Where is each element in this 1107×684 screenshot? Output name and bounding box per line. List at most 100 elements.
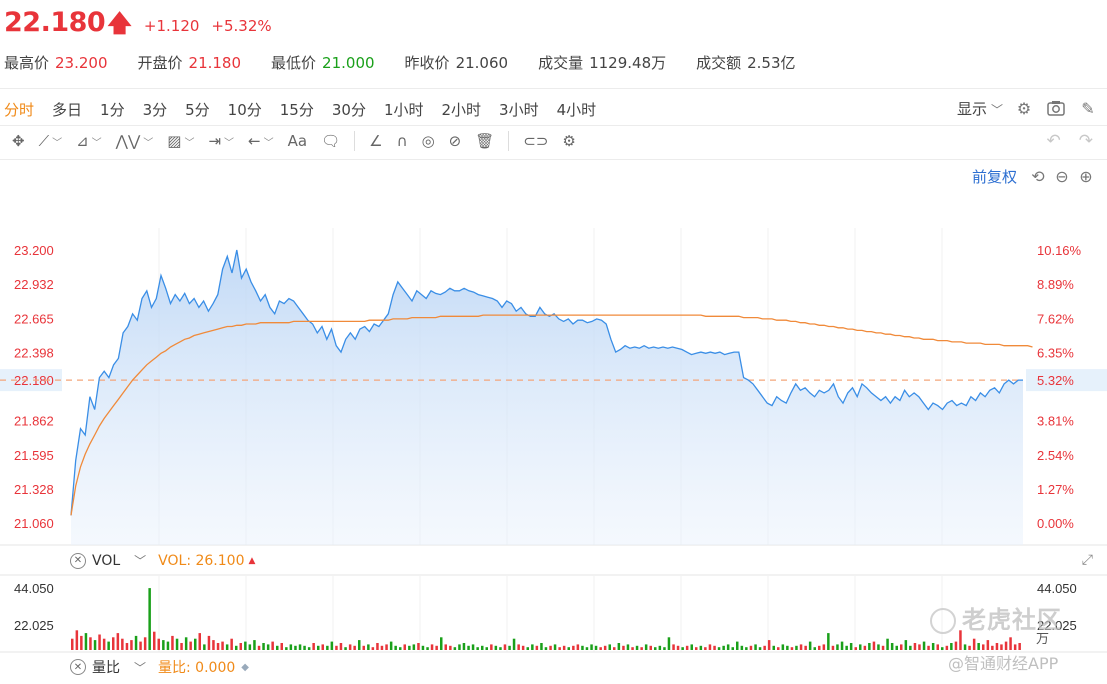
volume-bar [749, 645, 753, 650]
arrow-tool-icon[interactable]: ← ﹀ [248, 132, 274, 150]
undo-icon[interactable]: ↶ [1046, 131, 1061, 151]
close-icon[interactable]: ✕ [70, 659, 86, 675]
tab-period-1[interactable]: 多日 [52, 101, 83, 119]
reset-icon[interactable]: ⟲ [1031, 166, 1045, 186]
volume-bar [1000, 644, 1003, 650]
expand-icon[interactable]: ⤢ [1081, 552, 1093, 568]
close-icon[interactable]: ✕ [70, 552, 86, 569]
fib-tool-icon[interactable]: ▨ ﹀ [167, 132, 195, 150]
pencil-icon[interactable]: ✎ [1081, 98, 1095, 118]
display-dropdown[interactable]: 显示 ﹀ [947, 98, 1003, 119]
volume-bar [512, 638, 516, 650]
volume-bar [93, 640, 97, 650]
pct-axis-label: 1.27% [1037, 482, 1074, 497]
volume-bar [986, 640, 990, 650]
measure-tool-icon[interactable]: ⇥ ﹀ [208, 132, 235, 150]
volume-bar [503, 644, 507, 650]
tab-period-11[interactable]: 4小时 [556, 101, 597, 119]
volume-bar [676, 645, 680, 650]
volume-bar [1013, 644, 1017, 650]
tab-period-0[interactable]: 分时 [4, 101, 35, 119]
trash-icon[interactable]: 🗑 [475, 132, 495, 150]
volume-bar [631, 647, 634, 650]
zoom-out-icon[interactable]: ⊖ [1055, 166, 1069, 186]
volume-bar [330, 641, 334, 650]
volume-bar [799, 644, 803, 650]
period-tabs: 分时 多日 1分 3分 5分 10分 15分 30分 1小时 2小时 3小时 4小时 [4, 99, 614, 120]
comment-tool-icon[interactable]: 🗨 [321, 132, 341, 150]
settings-icon[interactable]: ⚙ [1016, 98, 1032, 118]
volume-bar [271, 641, 274, 650]
stat-label: 昨收价 [404, 54, 450, 72]
volume-bar [954, 641, 958, 650]
tab-period-10[interactable]: 3小时 [499, 101, 539, 119]
text-tool-icon[interactable]: Aa [287, 132, 308, 150]
eye-icon[interactable]: ◎ [421, 132, 435, 150]
wave-tool-icon[interactable]: ⋀⋁ ﹀ [115, 132, 154, 150]
move-tool-icon[interactable]: ✥ [12, 132, 25, 150]
redo-icon[interactable]: ↷ [1078, 131, 1093, 151]
volume-bar [125, 643, 129, 650]
tab-period-9[interactable]: 2小时 [441, 101, 482, 119]
link-icon[interactable]: ⊂⊃ [523, 132, 549, 150]
undo-redo: ↶ ↷ [1029, 131, 1094, 151]
volume-bar [736, 641, 739, 650]
hide-icon[interactable]: ⊘ [448, 132, 462, 150]
volume-bar [594, 645, 598, 650]
volume-bar [71, 638, 74, 650]
tab-period-5[interactable]: 10分 [227, 101, 262, 119]
volume-bar [225, 644, 229, 650]
volume-bar [763, 645, 766, 650]
last-price: 22.180 [4, 7, 106, 38]
volume-bar [827, 633, 830, 650]
zoom-in-icon[interactable]: ⊕ [1079, 166, 1093, 186]
volume-bar [1009, 637, 1012, 650]
volume-bar [644, 644, 648, 650]
volume-bar [266, 644, 270, 650]
volume-bar [216, 643, 220, 650]
volume-bar [403, 644, 406, 650]
volume-bar [535, 645, 539, 650]
volume-bar [130, 640, 133, 650]
stat-value: 21.060 [455, 54, 509, 72]
volume-bar [494, 645, 498, 650]
tab-period-3[interactable]: 3分 [142, 101, 168, 119]
volume-bar [75, 630, 79, 650]
volume-bar [599, 647, 602, 650]
tab-period-4[interactable]: 5分 [185, 101, 210, 119]
volume-bar [754, 644, 757, 650]
volume-bar [950, 643, 953, 650]
stat-item: 昨收价 21.060 [405, 52, 509, 73]
tab-period-7[interactable]: 30分 [331, 101, 366, 119]
chevron-down-icon[interactable]: ﹀ [134, 554, 147, 568]
price-axis-label: 22.398 [14, 345, 54, 360]
volume-bar [521, 645, 525, 650]
toolbar-divider [354, 131, 356, 151]
camera-icon[interactable] [1045, 97, 1067, 119]
line-tool-icon[interactable]: ⟋ ﹀ [38, 132, 63, 150]
volume-bar [836, 644, 839, 650]
tab-period-6[interactable]: 15分 [279, 101, 314, 119]
fuquan-button[interactable]: 前复权 [971, 167, 1017, 186]
volume-bar [931, 643, 935, 650]
ratio-legend: ✕ 量比 ﹀ 量比: 0.000 ◆ [70, 657, 249, 677]
chevron-down-icon[interactable]: ﹀ [134, 660, 147, 675]
volume-bar [731, 647, 734, 650]
volume-bar [285, 647, 288, 650]
toolbar-settings-icon[interactable]: ⚙ [562, 132, 576, 150]
tab-period-8[interactable]: 1小时 [383, 101, 424, 119]
volume-bar [549, 645, 552, 650]
volume-bar [481, 645, 484, 650]
stat-label: 开盘价 [137, 54, 183, 72]
volume-bar [531, 644, 534, 650]
ratio-indicator-name: 量比 [92, 660, 120, 676]
volume-bar [417, 643, 420, 650]
volume-bar [408, 645, 411, 650]
volume-bar [467, 645, 470, 650]
tab-period-2[interactable]: 1分 [100, 101, 125, 119]
pct-axis-label: 2.54% [1037, 448, 1074, 463]
magnet-icon[interactable]: ∩ [396, 132, 408, 150]
angle-tool-icon[interactable]: ∠ [369, 132, 383, 150]
channel-tool-icon[interactable]: ⊿ ﹀ [76, 132, 102, 150]
